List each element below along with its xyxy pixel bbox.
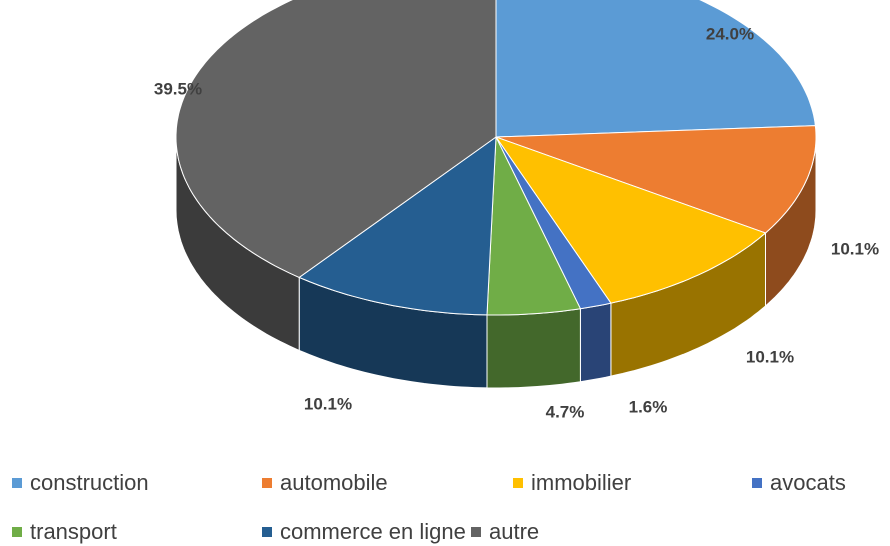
data-label: 24.0% <box>706 24 754 43</box>
legend-swatch <box>262 478 272 488</box>
pie-slice <box>495 0 816 138</box>
data-label: 39.5% <box>154 79 202 98</box>
legend-swatch <box>12 527 22 537</box>
pie-slice <box>494 136 767 304</box>
data-label: 4.7% <box>546 402 585 421</box>
pie-side <box>486 308 581 389</box>
legend-label: construction <box>30 470 149 495</box>
data-label: 1.6% <box>629 397 668 416</box>
legend-swatch <box>513 478 523 488</box>
pie-slice <box>495 125 817 234</box>
pie-slice <box>298 135 497 316</box>
pie-slice <box>486 135 582 316</box>
legend-label: transport <box>30 519 117 544</box>
legend-label: autre <box>489 519 539 544</box>
legend-label: immobilier <box>531 470 631 495</box>
data-label: 10.1% <box>304 394 352 413</box>
pie-side <box>579 302 612 383</box>
data-label: 10.1% <box>831 239 879 258</box>
legend-label: commerce en ligne <box>280 519 466 544</box>
legend-label: avocats <box>770 470 846 495</box>
legend-swatch <box>752 478 762 488</box>
pie-slice <box>175 0 497 278</box>
legend-label: automobile <box>280 470 388 495</box>
legend-swatch <box>12 478 22 488</box>
legend-swatch <box>262 527 272 537</box>
pie-slice <box>495 136 612 310</box>
legend-swatch <box>471 527 481 537</box>
data-label: 10.1% <box>746 347 794 366</box>
